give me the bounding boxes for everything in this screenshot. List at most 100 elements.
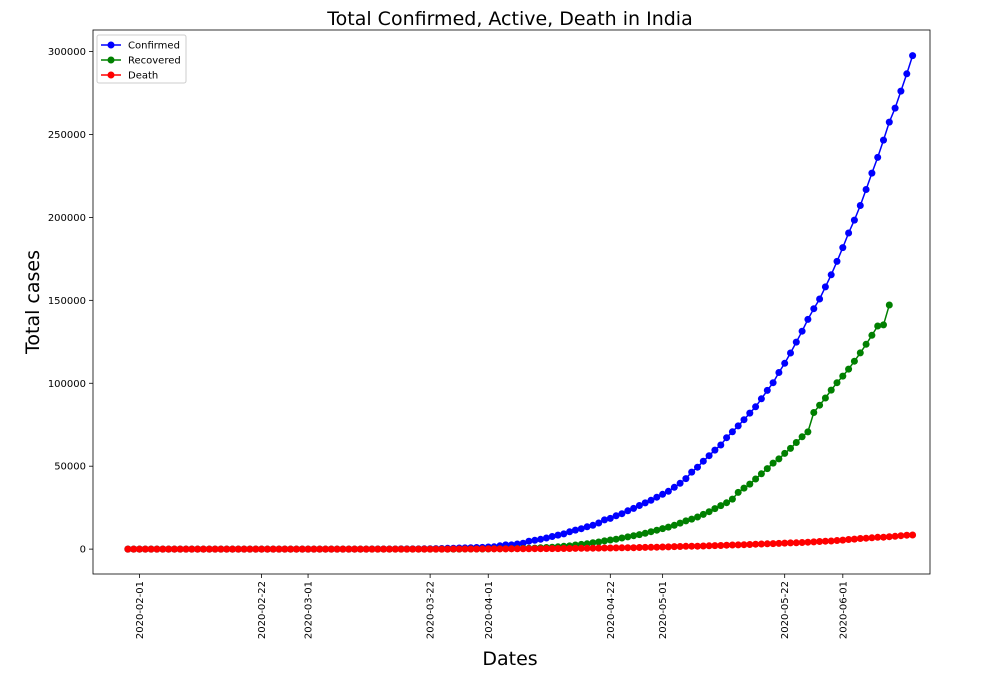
data-point-recovered — [821, 394, 829, 402]
data-point-death — [659, 543, 667, 551]
data-point-death — [403, 545, 411, 553]
data-point-recovered — [798, 433, 806, 441]
data-point-death — [246, 545, 254, 553]
data-point-confirmed — [816, 295, 824, 303]
data-point-confirmed — [839, 244, 847, 252]
data-point-recovered — [682, 517, 690, 525]
x-tick-label: 2020-04-01 — [484, 581, 495, 639]
x-tick-label: 2020-06-01 — [838, 581, 849, 639]
data-point-confirmed — [827, 271, 835, 279]
data-point-confirmed — [537, 535, 545, 543]
data-point-death — [316, 545, 324, 553]
data-point-recovered — [850, 357, 858, 365]
data-point-death — [124, 545, 132, 553]
data-point-death — [449, 545, 457, 553]
data-point-death — [287, 545, 295, 553]
data-point-death — [159, 545, 167, 553]
data-point-death — [269, 545, 277, 553]
x-axis-label: Dates — [482, 648, 537, 670]
data-point-recovered — [757, 470, 765, 478]
data-point-confirmed — [909, 52, 917, 60]
data-point-confirmed — [641, 499, 649, 507]
legend-label-death: Death — [128, 71, 158, 82]
data-point-death — [816, 538, 824, 545]
data-point-confirmed — [542, 534, 550, 542]
data-point-recovered — [775, 455, 783, 463]
data-point-death — [728, 541, 736, 549]
data-point-death — [170, 545, 178, 553]
data-point-death — [850, 535, 858, 543]
data-point-death — [165, 545, 173, 553]
data-point-death — [717, 542, 725, 549]
data-point-death — [781, 539, 789, 547]
y-tick-label: 250000 — [48, 130, 86, 141]
legend-label-confirmed: Confirmed — [128, 41, 180, 52]
data-point-death — [409, 545, 417, 553]
data-point-recovered — [624, 533, 632, 541]
data-point-death — [281, 545, 289, 553]
data-point-death — [624, 544, 632, 552]
data-point-death — [478, 545, 486, 553]
data-point-death — [351, 545, 359, 553]
data-point-death — [368, 545, 376, 553]
data-point-death — [763, 540, 771, 548]
data-point-death — [560, 545, 568, 552]
legend-marker-recovered — [107, 56, 115, 64]
data-point-death — [484, 545, 492, 553]
data-point-recovered — [705, 508, 713, 516]
data-point-death — [542, 545, 550, 553]
data-point-recovered — [676, 519, 684, 527]
data-point-death — [833, 537, 841, 544]
data-point-death — [292, 545, 300, 553]
data-point-recovered — [787, 444, 794, 452]
data-point-recovered — [601, 537, 608, 545]
data-point-death — [188, 545, 196, 553]
data-point-death — [827, 537, 835, 545]
data-point-death — [252, 545, 260, 553]
data-point-confirmed — [589, 521, 597, 529]
data-point-death — [845, 536, 853, 543]
data-point-death — [223, 545, 231, 553]
data-point-death — [176, 545, 184, 553]
data-point-confirmed — [787, 349, 794, 357]
data-point-death — [153, 545, 161, 553]
data-point-confirmed — [583, 523, 591, 531]
data-point-death — [810, 538, 818, 546]
series-death — [124, 531, 917, 553]
data-point-confirmed — [752, 403, 760, 411]
series-recovered — [124, 301, 893, 553]
data-point-confirmed — [577, 525, 585, 533]
data-point-confirmed — [746, 409, 754, 417]
legend-box — [96, 34, 187, 84]
data-point-confirmed — [717, 441, 725, 449]
data-point-confirmed — [571, 526, 579, 534]
data-point-recovered — [612, 535, 620, 543]
data-point-confirmed — [711, 446, 719, 454]
data-point-death — [508, 545, 515, 553]
data-point-death — [635, 544, 643, 551]
data-point-death — [467, 545, 475, 553]
data-point-death — [333, 545, 341, 553]
data-point-recovered — [647, 528, 655, 536]
legend-marker-confirmed — [107, 41, 115, 49]
data-point-death — [647, 543, 655, 551]
data-point-confirmed — [845, 229, 853, 237]
data-point-recovered — [862, 340, 870, 348]
data-point-recovered — [769, 459, 777, 467]
data-point-recovered — [845, 365, 853, 373]
data-point-death — [525, 545, 533, 553]
data-point-recovered — [659, 525, 667, 533]
data-point-death — [885, 533, 893, 541]
data-point-death — [641, 543, 649, 551]
data-point-confirmed — [757, 395, 765, 403]
data-point-death — [711, 542, 719, 550]
data-point-recovered — [827, 386, 835, 394]
data-point-recovered — [711, 505, 719, 513]
data-point-death — [601, 544, 608, 552]
x-tick-label: 2020-02-22 — [257, 581, 268, 639]
data-point-death — [874, 533, 882, 541]
x-tick-label: 2020-03-22 — [426, 581, 437, 639]
data-point-death — [205, 545, 213, 553]
data-point-death — [240, 545, 248, 553]
data-point-confirmed — [885, 118, 893, 126]
